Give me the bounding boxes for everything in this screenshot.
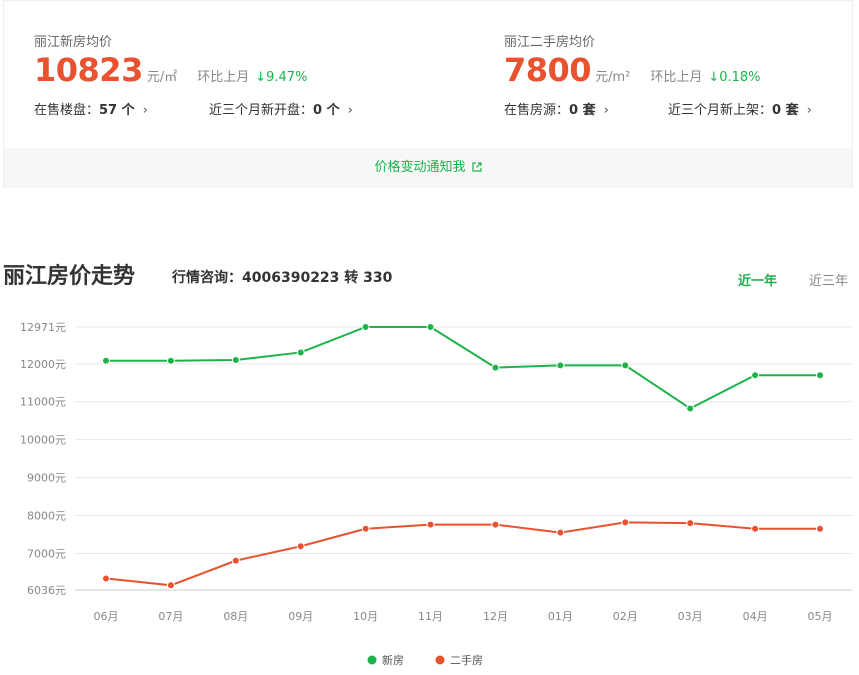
x-tick-label: 06月 [94,610,119,623]
tab-three-years[interactable]: 近三年 [809,274,849,289]
y-tick-label: 7000元 [27,547,66,560]
series-line [105,521,820,587]
second-hand-price: 7800 [504,51,592,89]
data-point [751,371,760,380]
new-house-label: 丽江新房均价 [34,35,113,50]
x-tick-label: 01月 [548,610,573,623]
external-link-icon [471,162,482,172]
price-notify-label: 价格变动通知我 [374,160,466,175]
new-house-mom-value: ↓9.47% [255,70,308,85]
new-openings-link[interactable]: 近三个月新开盘：0 个 › [209,99,353,118]
data-point [621,518,630,527]
legend-label: 二手房 [450,653,483,667]
y-tick-label: 9000元 [27,472,66,485]
chevron-right-icon: › [806,103,812,118]
second-hand-label: 丽江二手房均价 [504,35,596,50]
y-tick-label: 8000元 [27,510,66,523]
data-point [166,356,175,365]
data-point [556,528,565,537]
x-tick-label: 04月 [743,610,768,623]
legend-marker [367,655,377,665]
hotline-text: 行情咨询：4006390223 转 330 [172,270,393,286]
y-tick-label: 11000元 [20,396,66,409]
data-point [102,356,110,365]
new-openings-value: 0 个 [313,103,340,118]
series-line [106,326,820,410]
page-title: 丽江房价走势 [3,264,136,289]
new-house-mom: 环比上月 ↓9.47% [197,66,307,85]
x-tick-label: 10月 [353,610,378,623]
on-sale-listings-value: 0 套 [569,103,596,118]
x-tick-label: 11月 [418,610,443,623]
second-hand-unit: 元/m² [595,70,631,85]
data-point [361,524,370,533]
on-sale-projects-label: 在售楼盘： [34,103,100,118]
data-point [686,404,695,413]
on-sale-projects-link[interactable]: 在售楼盘：57 个 › [34,99,148,118]
second-hand-mom-value: ↓0.18% [708,70,761,85]
chevron-right-icon: › [603,103,609,118]
x-tick-label: 05月 [808,610,833,623]
second-hand-price-row: 7800 元/m² 环比上月 ↓0.18% [504,51,761,89]
data-point [231,356,240,365]
new-house-mom-label: 环比上月 [197,70,250,85]
new-listings-link[interactable]: 近三个月新上架：0 套 › [668,99,812,118]
new-openings-label: 近三个月新开盘： [209,103,314,118]
x-tick-label: 03月 [678,610,703,623]
data-point [231,556,240,565]
x-tick-label: 09月 [288,610,313,623]
data-point [491,363,500,372]
data-point [751,524,760,533]
tab-one-year[interactable]: 近一年 [738,274,778,289]
y-tick-label: 10000元 [20,434,66,447]
data-point [426,323,435,331]
on-sale-projects-value: 57 个 [99,103,135,118]
y-tick-label: 12000元 [20,358,66,371]
x-tick-label: 08月 [223,610,248,623]
chevron-right-icon: › [142,103,148,118]
data-point [296,542,305,551]
new-house-price-row: 10823 元/㎡ 环比上月 ↓9.47% [34,51,307,89]
on-sale-listings-label: 在售房源： [504,103,570,118]
new-house-unit: 元/㎡ [146,70,178,85]
price-notify-button[interactable]: 价格变动通知我 [4,148,852,188]
data-point [166,581,175,590]
data-point [426,520,435,529]
on-sale-listings-link[interactable]: 在售房源：0 套 › [504,99,609,118]
data-point [556,361,565,370]
new-house-price: 10823 [34,51,143,89]
y-tick-label: 12971元 [20,321,66,334]
x-tick-label: 07月 [158,610,183,623]
price-summary-panel: 丽江新房均价 10823 元/㎡ 环比上月 ↓9.47% 在售楼盘：57 个 › 近… [3,0,853,188]
new-listings-label: 近三个月新上架： [668,103,773,118]
second-hand-mom-label: 环比上月 [650,70,703,85]
y-tick-label: 6036元 [27,584,66,597]
price-trend-chart: 12971元 12000元 11000元 10000元 9000元 8000元 7000元 6… [20,321,852,667]
second-hand-mom: 环比上月 ↓0.18% [650,66,760,85]
data-point [361,323,370,331]
data-point [686,519,695,528]
chevron-right-icon: › [347,103,353,118]
x-tick-label: 02月 [613,610,638,623]
data-point [102,574,110,583]
data-point [621,361,630,370]
data-point [491,520,500,529]
new-listings-value: 0 套 [772,103,799,118]
data-point [816,371,824,380]
data-point [296,348,305,357]
legend-label: 新房 [382,653,404,667]
x-tick-label: 12月 [483,610,508,623]
legend-marker [435,655,445,665]
data-point [816,524,824,533]
